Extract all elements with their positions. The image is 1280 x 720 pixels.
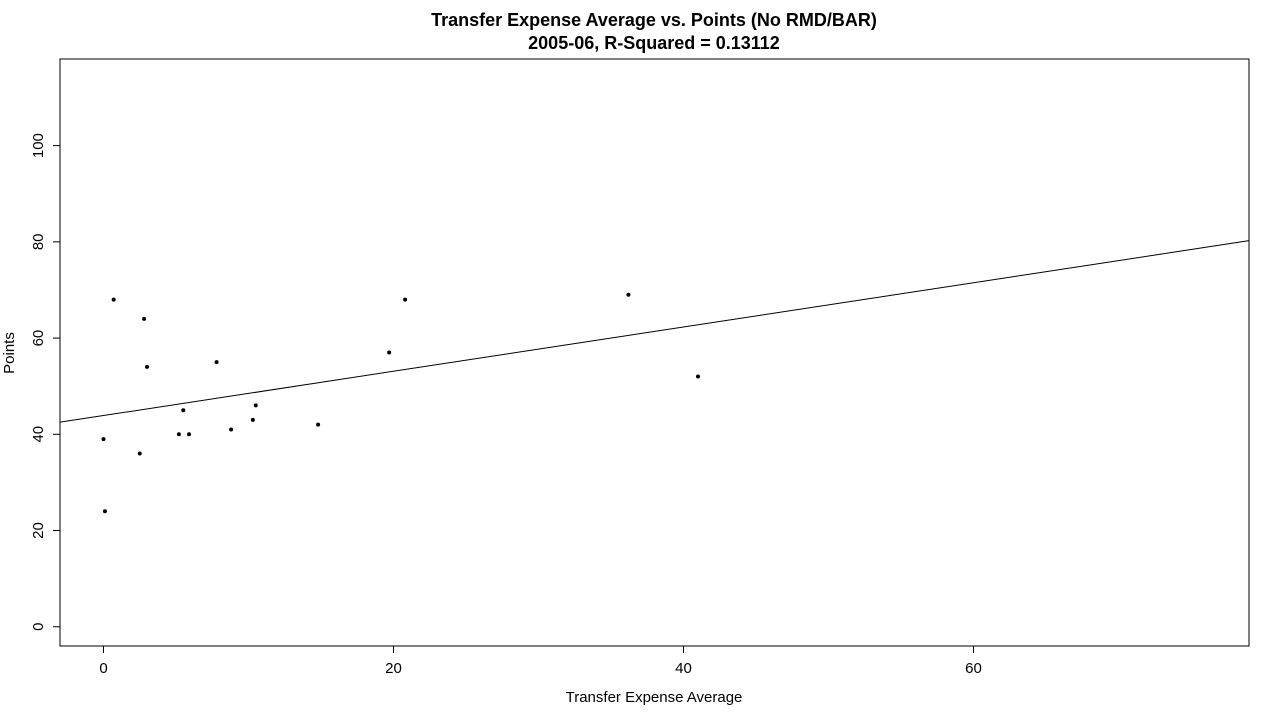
- x-axis-label: Transfer Expense Average: [566, 689, 743, 706]
- regression-line: [59, 240, 1250, 423]
- data-point: [250, 417, 255, 422]
- y-axis-label: Points: [1, 332, 18, 374]
- data-point: [214, 360, 219, 365]
- data-point: [187, 432, 192, 437]
- data-point: [387, 350, 392, 355]
- x-axis: 0 20 40 60: [99, 646, 982, 677]
- y-tick-label: 40: [30, 426, 47, 443]
- y-tick-label: 0: [30, 623, 47, 631]
- data-point: [626, 292, 631, 297]
- x-tick-label: 60: [965, 660, 982, 677]
- x-tick-label: 20: [385, 660, 402, 677]
- y-axis: 0 20 40 60 80 100: [30, 133, 60, 631]
- plot-frame: [59, 58, 1250, 647]
- data-point: [316, 422, 321, 427]
- data-point: [181, 408, 186, 413]
- data-points: [101, 292, 700, 514]
- data-point: [142, 316, 147, 321]
- data-point: [253, 403, 258, 408]
- data-point: [403, 297, 408, 302]
- x-tick-label: 0: [99, 660, 107, 677]
- y-tick-label: 80: [30, 233, 47, 250]
- chart-subtitle: 2005-06, R-Squared = 0.13112: [528, 33, 780, 53]
- data-point: [111, 297, 116, 302]
- data-point: [145, 364, 149, 369]
- y-tick-label: 20: [30, 522, 47, 539]
- data-point: [229, 427, 234, 432]
- data-point: [102, 509, 107, 514]
- y-tick-label: 60: [30, 330, 47, 347]
- chart-title: Transfer Expense Average vs. Points (No …: [431, 10, 877, 30]
- data-point: [137, 451, 142, 456]
- data-point: [101, 437, 106, 442]
- regression-line-group: [59, 240, 1250, 423]
- data-point: [696, 374, 700, 379]
- x-tick-label: 40: [675, 660, 692, 677]
- y-tick-label: 100: [30, 133, 47, 158]
- data-point: [176, 432, 181, 437]
